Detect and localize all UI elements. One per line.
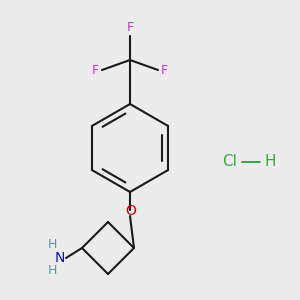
Text: F: F <box>161 64 168 76</box>
Text: H: H <box>47 265 57 278</box>
Text: H: H <box>47 238 57 251</box>
Text: Cl: Cl <box>223 154 237 169</box>
Text: F: F <box>92 64 99 76</box>
Text: N: N <box>55 251 65 265</box>
Text: O: O <box>126 204 136 218</box>
Text: H: H <box>264 154 276 169</box>
Text: F: F <box>126 21 134 34</box>
